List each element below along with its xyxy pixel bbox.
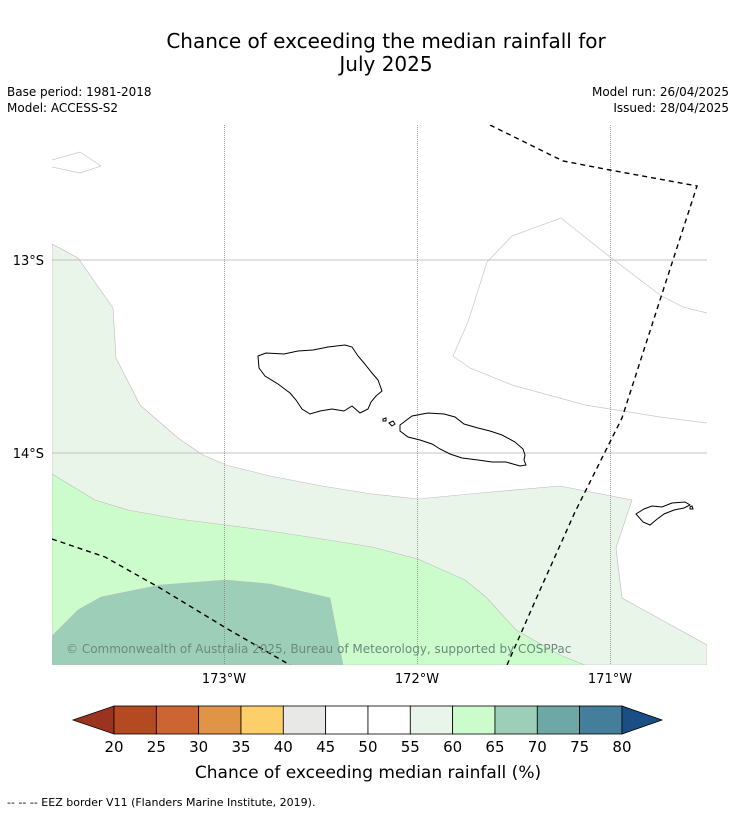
model-run: Model run: 26/04/2025 (591, 85, 729, 99)
colorbar-title: Chance of exceeding median rainfall (%) (195, 763, 541, 783)
apolima-island (382, 417, 387, 422)
lon-label-172w: 172°W (395, 672, 439, 687)
lon-label-171w: 171°W (588, 672, 632, 687)
region-65-70 (52, 579, 344, 665)
colorbar-swatch (325, 705, 369, 735)
colorbar-swatch (240, 705, 284, 735)
colorbar-tick-label: 45 (316, 738, 335, 756)
colorbar-tick-label: 20 (104, 738, 123, 756)
colorbar-tick-label: 25 (147, 738, 166, 756)
colorbar-swatch (113, 705, 157, 735)
colorbar-swatch (155, 705, 200, 735)
tutuila-island (635, 501, 692, 526)
contour-line-north (52, 151, 102, 174)
colorbar-tick-label: 75 (570, 738, 589, 756)
colorbar-swatch (409, 705, 454, 735)
colorbar-swatch (198, 705, 242, 735)
eez-border-east (489, 125, 698, 665)
eez-border-south (52, 538, 291, 665)
colorbar-swatch (494, 705, 538, 735)
savaii-island (257, 344, 383, 415)
colorbar: 20 25 30 35 40 45 50 55 60 65 70 75 80 (71, 705, 664, 756)
lat-label-14s: 14°S (13, 447, 44, 462)
colorbar-tick-label: 60 (443, 738, 462, 756)
issued-date: Issued: 28/04/2025 (613, 101, 729, 115)
colorbar-swatch (452, 705, 496, 735)
eez-footnote: -- -- -- EEZ border V11 (Flanders Marine… (7, 796, 316, 809)
model-name: Model: ACCESS-S2 (7, 101, 119, 115)
lat-label-13s: 13°S (13, 254, 44, 269)
colorbar-tick-label: 50 (358, 738, 377, 756)
colorbar-tick-label: 80 (612, 738, 631, 756)
colorbar-tick-label: 65 (485, 738, 504, 756)
lon-label-173w: 173°W (202, 672, 246, 687)
title-line-1: Chance of exceeding the median rainfall … (166, 29, 606, 53)
colorbar-swatch (579, 705, 623, 735)
base-period: Base period: 1981-2018 (7, 85, 152, 99)
colorbar-swatch (536, 705, 581, 735)
colorbar-under-arrow (71, 705, 115, 735)
map-area: © Commonwealth of Australia 2025, Bureau… (52, 125, 707, 665)
colorbar-tick-label: 55 (401, 738, 420, 756)
colorbar-tick-label: 40 (274, 738, 293, 756)
colorbar-tick-label: 35 (231, 738, 250, 756)
meta-right: Model run: 26/04/2025 Issued: 28/04/2025 (592, 84, 729, 116)
meta-left: Base period: 1981-2018 Model: ACCESS-S2 (7, 84, 152, 116)
manono-island (388, 420, 396, 427)
colorbar-over-arrow (621, 705, 664, 735)
colorbar-swatch (282, 705, 327, 735)
contour-line-east (452, 217, 707, 424)
upolu-island (399, 412, 527, 467)
copyright-notice: © Commonwealth of Australia 2025, Bureau… (66, 642, 571, 656)
title-line-2: July 2025 (339, 52, 433, 76)
colorbar-swatch (367, 705, 411, 735)
colorbar-tick-label: 30 (189, 738, 208, 756)
map-title: Chance of exceeding the median rainfall … (0, 30, 736, 76)
colorbar-tick-label: 70 (528, 738, 547, 756)
aunuu-island (689, 505, 694, 510)
